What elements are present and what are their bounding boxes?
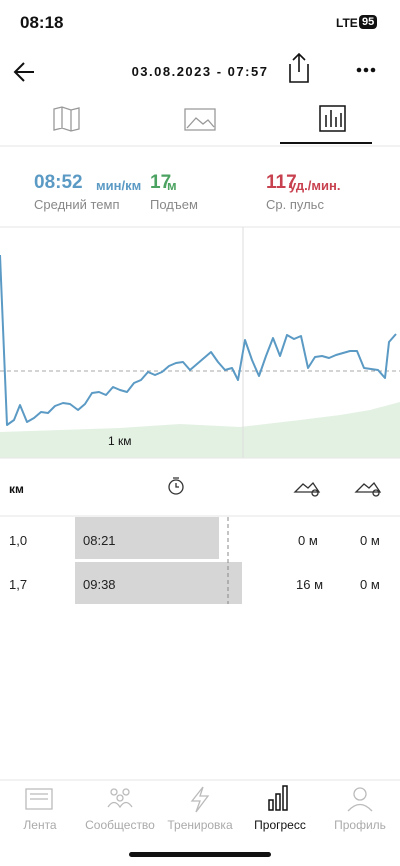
status-time: 08:18 <box>20 13 64 32</box>
nav-item[interactable]: Профиль <box>334 818 386 832</box>
split-bar <box>75 562 242 604</box>
nav-item[interactable]: Прогресс <box>254 818 306 832</box>
split-time: 08:21 <box>83 533 116 548</box>
back[interactable] <box>13 62 34 82</box>
stat-unit: мин/км <box>96 178 142 193</box>
elevation-area <box>0 402 400 458</box>
split-descent: 0 м <box>360 533 380 548</box>
battery: 95 <box>359 15 378 29</box>
more[interactable] <box>356 67 376 73</box>
split-descent: 0 м <box>360 577 380 592</box>
network: LTE <box>336 16 358 30</box>
splits-header: км <box>9 482 24 496</box>
stat-label: Подъем <box>150 197 198 212</box>
stat-value: 117 <box>266 172 297 193</box>
tab-map[interactable] <box>53 106 80 132</box>
descent-icon <box>354 481 382 493</box>
nav-item[interactable]: Сообщество <box>85 818 155 832</box>
stat-unit: м <box>167 178 177 193</box>
stat-label: Средний темп <box>34 197 120 212</box>
stat-value: 08:52 <box>34 172 83 193</box>
split-ascent: 0 м <box>298 533 318 548</box>
split-km: 1,7 <box>9 577 28 592</box>
share[interactable] <box>289 52 309 83</box>
stat-unit: уд./мин. <box>289 178 341 193</box>
tab-chart[interactable] <box>319 105 346 132</box>
split-time: 09:38 <box>83 577 116 592</box>
pace-line <box>0 254 397 426</box>
header-title: 03.08.2023 - 07:57 <box>131 64 269 79</box>
tab-photo[interactable] <box>184 108 216 131</box>
chart-marker-label: 1 км <box>108 434 132 448</box>
split-bar <box>75 517 219 559</box>
nav-item[interactable]: Лента <box>23 818 57 832</box>
time-icon <box>168 479 184 495</box>
nav-item[interactable]: Тренировка <box>167 818 233 832</box>
split-ascent: 16 м <box>296 577 324 592</box>
ascent-icon <box>293 481 321 493</box>
split-km: 1,0 <box>9 533 28 548</box>
stat-value: 17 <box>150 172 172 193</box>
stat-label: Ср. пульс <box>266 197 324 212</box>
